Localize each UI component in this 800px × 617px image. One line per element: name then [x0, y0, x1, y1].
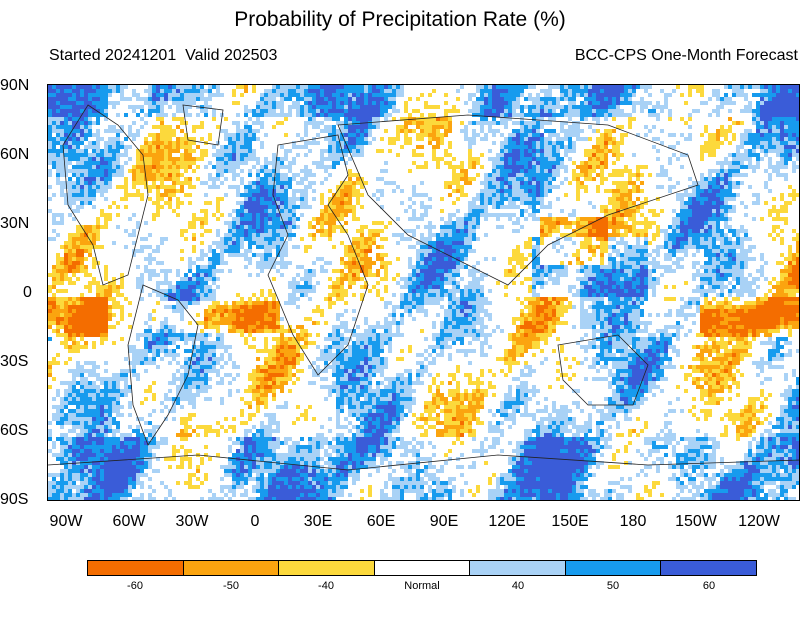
- forecast-dates: Started 20241201 Valid 202503: [49, 47, 278, 64]
- coastline: [48, 454, 799, 471]
- colorbar-box-normal: [374, 561, 471, 575]
- lat-label-30n: 30N: [0, 215, 30, 232]
- coastline: [267, 134, 369, 376]
- map-field: [48, 85, 799, 500]
- coastline: [62, 104, 149, 286]
- colorbar: [87, 560, 757, 576]
- lon-label-30e: 30E: [303, 513, 333, 530]
- colorbar-box-50: [565, 561, 662, 575]
- colorbar-box-60: [661, 561, 757, 575]
- coastline: [182, 104, 224, 146]
- colorbar-box-neg40: [279, 561, 375, 575]
- lon-label-120w: 120W: [738, 513, 780, 530]
- coastline: [557, 334, 649, 406]
- colorbar-label-neg60: -60: [127, 580, 143, 592]
- colorbar-label-40: 40: [511, 580, 525, 592]
- lon-label-60e: 60E: [366, 513, 396, 530]
- lon-label-180: 180: [619, 513, 647, 530]
- lat-label-eq: 0: [23, 284, 32, 301]
- colorbar-box-neg50: [183, 561, 280, 575]
- colorbar-label-50: 50: [606, 580, 620, 592]
- precipitation-map: [47, 84, 800, 501]
- colorbar-label-60: 60: [702, 580, 716, 592]
- lon-label-90w: 90W: [49, 513, 83, 530]
- lon-label-120e: 120E: [488, 513, 526, 530]
- colorbar-label-normal: Normal: [404, 580, 440, 592]
- lon-label-90e: 90E: [429, 513, 459, 530]
- lat-label-30s: 30S: [0, 353, 29, 370]
- colorbar-box-neg60: [88, 561, 184, 575]
- lon-label-150w: 150W: [675, 513, 717, 530]
- colorbar-label-neg40: -40: [318, 580, 334, 592]
- lon-label-0: 0: [250, 513, 260, 530]
- coastline: [337, 114, 699, 286]
- colorbar-box-40: [470, 561, 566, 575]
- lon-label-30w: 30W: [175, 513, 209, 530]
- lat-label-90n: 90N: [0, 77, 30, 94]
- chart-title: Probability of Precipitation Rate (%): [234, 8, 566, 31]
- colorbar-label-neg50: -50: [223, 580, 239, 592]
- lon-label-150e: 150E: [551, 513, 589, 530]
- forecast-source: BCC-CPS One-Month Forecast: [574, 47, 798, 64]
- lat-label-90s: 90S: [0, 491, 29, 508]
- coastline: [127, 284, 199, 446]
- lat-label-60n: 60N: [0, 146, 30, 163]
- lat-label-60s: 60S: [0, 422, 29, 439]
- lon-label-60w: 60W: [112, 513, 146, 530]
